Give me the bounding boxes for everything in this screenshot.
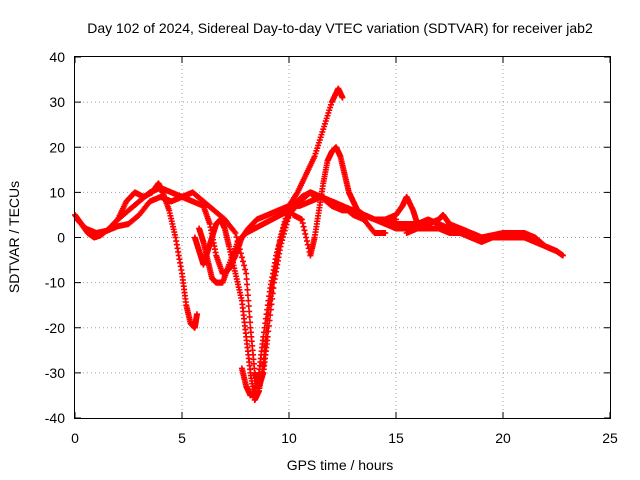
data-point <box>232 229 239 236</box>
data-point <box>246 313 253 320</box>
data-point <box>245 303 252 310</box>
series-track-6 <box>238 189 318 399</box>
data-point <box>304 241 311 248</box>
data-point <box>243 276 250 283</box>
data-point <box>280 227 287 234</box>
data-point <box>300 223 307 230</box>
y-tick-label: 10 <box>49 184 65 200</box>
data-point <box>274 246 281 253</box>
plot-frame <box>74 56 611 419</box>
data-point <box>244 292 251 299</box>
data-point <box>239 258 246 265</box>
y-tick-label: -20 <box>45 320 65 336</box>
data-point <box>247 319 254 326</box>
series-track-7 <box>290 144 399 259</box>
data-point <box>303 234 310 241</box>
data-point <box>241 262 248 269</box>
chart-title: Day 102 of 2024, Sidereal Day-to-day VTE… <box>87 20 593 36</box>
y-tick-label: 20 <box>49 139 65 155</box>
data-point <box>339 94 346 101</box>
x-tick-label: 5 <box>178 430 186 446</box>
y-axis-label: SDTVAR / TECUs <box>6 181 22 293</box>
y-tick-label: 40 <box>49 49 65 65</box>
data-point <box>244 286 251 293</box>
data-point <box>244 281 251 288</box>
data-point <box>279 230 286 237</box>
data-point <box>273 252 280 259</box>
data-point <box>559 252 566 259</box>
x-tick-label: 20 <box>495 430 511 446</box>
data-point <box>238 254 245 261</box>
data-point <box>553 248 560 255</box>
x-tick-label: 10 <box>281 430 297 446</box>
data-point <box>193 311 200 318</box>
x-tick-label: 25 <box>602 430 618 446</box>
data-point <box>275 243 282 250</box>
x-tick-label: 15 <box>388 430 404 446</box>
data-point <box>311 193 318 200</box>
data-point <box>246 308 253 315</box>
data-point <box>382 229 389 236</box>
data-point <box>302 230 309 237</box>
data-point <box>243 270 250 277</box>
data-point <box>278 233 285 240</box>
y-tick-label: -30 <box>45 365 65 381</box>
y-tick-label: 30 <box>49 94 65 110</box>
data-point <box>277 236 284 243</box>
x-axis-label: GPS time / hours <box>287 457 394 473</box>
data-point <box>303 238 310 245</box>
y-tick-label: -10 <box>45 275 65 291</box>
data-point <box>280 224 287 231</box>
data-point <box>274 249 281 256</box>
data-point <box>299 220 306 227</box>
data-point <box>242 266 249 273</box>
y-tick-label: -40 <box>45 410 65 426</box>
data-point <box>301 227 308 234</box>
data-point <box>500 229 506 236</box>
data-point <box>233 234 240 241</box>
data-point <box>245 297 252 304</box>
series-track-9 <box>403 211 506 241</box>
y-tick-label: 0 <box>57 230 65 246</box>
tick-labels: 0 5 10 15 20 25 -40 -30 -20 -10 0 10 20 30 40 <box>45 49 618 446</box>
data-point <box>276 239 283 246</box>
x-tick-label: 0 <box>71 430 79 446</box>
data-point <box>298 216 305 223</box>
data-points <box>72 85 566 403</box>
